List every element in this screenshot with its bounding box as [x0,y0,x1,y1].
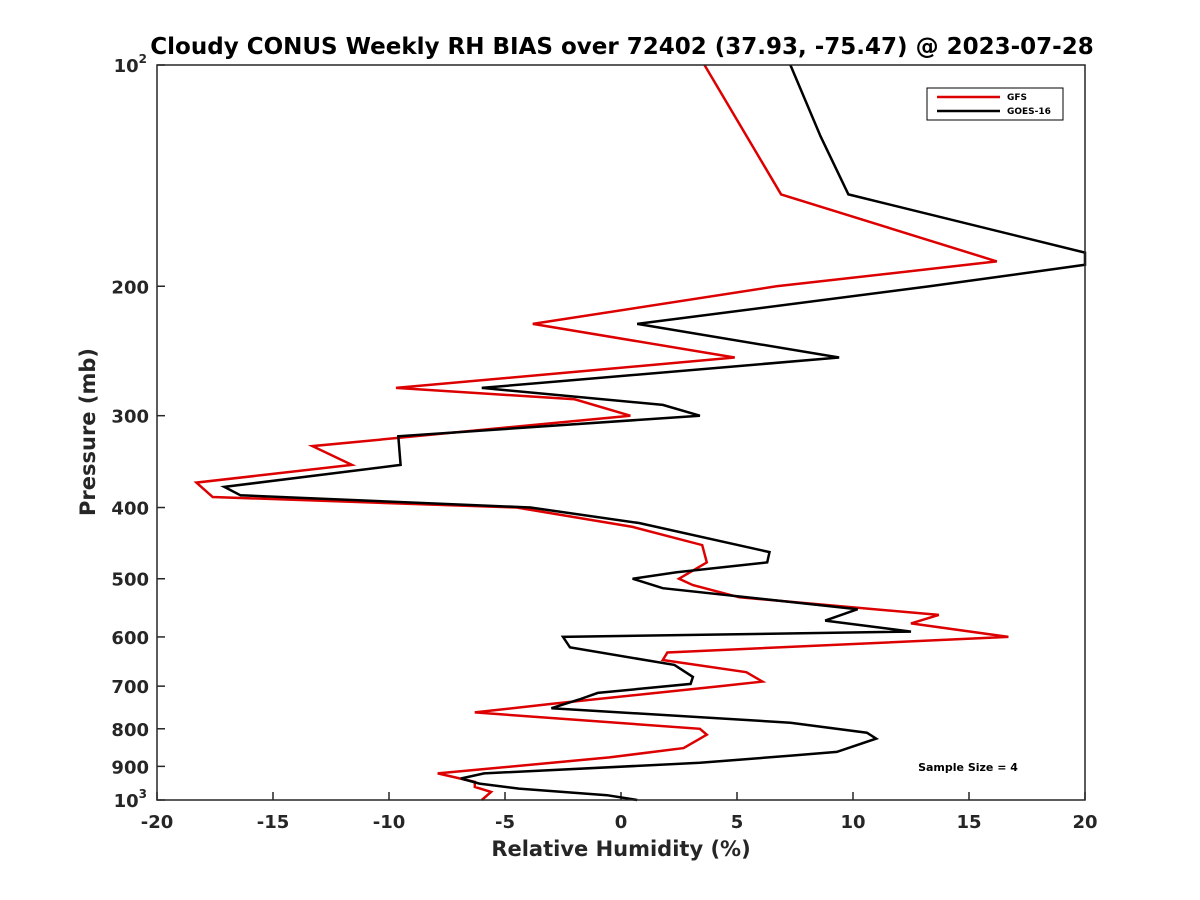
x-tick-label: 5 [731,812,744,833]
sample-size-note: Sample Size = 4 [918,761,1018,774]
y-tick-label: 400 [111,499,149,520]
y-axis-label: Pressure (mb) [76,348,100,516]
y-tick-label: 800 [111,720,149,741]
x-tick-label: 20 [1072,812,1097,833]
legend-box [926,87,1064,121]
x-tick-label: -5 [495,812,515,833]
y-tick-label: 102 [114,52,147,77]
legend-label-goes16: GOES-16 [1007,107,1051,117]
y-tick-label: 103 [114,787,147,812]
y-tick-label: 500 [111,570,149,591]
x-tick-label: 10 [840,812,865,833]
x-tick-label: -10 [373,812,406,833]
y-tick-label: 600 [111,628,149,649]
y-tick-label: 700 [111,677,149,698]
x-tick-label: -20 [141,812,174,833]
series-line-gfs [193,64,1009,801]
y-tick-label: 300 [111,407,149,428]
chart-title: Cloudy CONUS Weekly RH BIAS over 72402 (… [150,34,1093,60]
series-lines [193,64,1087,802]
axis-ticks: -20 -15 -10 -5 0 5 10 15 20 102 200 300 400 500 600 700… [111,52,1097,833]
x-tick-label: 15 [956,812,981,833]
legend-label-gfs: GFS [1007,93,1027,103]
legend: GFS GOES-16 [926,87,1064,121]
x-axis-label: Relative Humidity (%) [491,837,750,861]
x-tick-label: -15 [257,812,290,833]
series-line-goes16 [220,64,1087,802]
plot-frame [156,64,1086,801]
y-tick-label: 200 [111,277,149,298]
x-tick-label: 0 [615,812,628,833]
y-tick-label: 900 [111,757,149,778]
